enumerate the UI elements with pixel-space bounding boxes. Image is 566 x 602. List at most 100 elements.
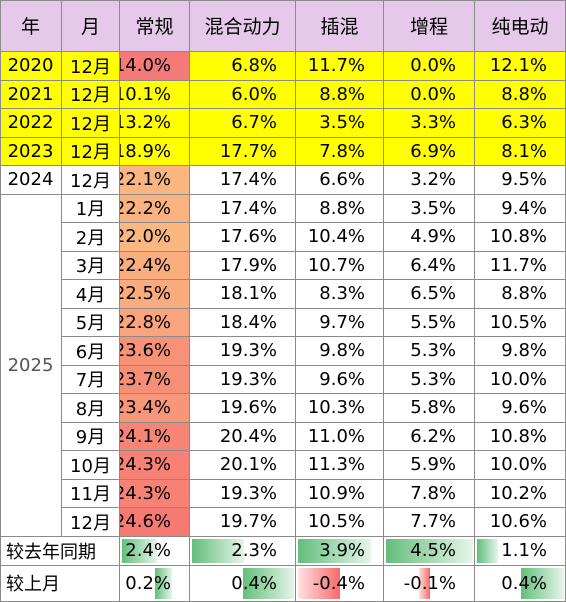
value-cell: 6.6% [296, 166, 384, 195]
value-cell: 10.3% [296, 394, 384, 423]
value-cell: 5.5% [384, 308, 475, 337]
header-bev: 纯电动 [475, 0, 566, 52]
header-phev: 插混 [296, 0, 384, 52]
value-cell: 8.8% [475, 280, 566, 309]
value-cell: 3.5% [384, 194, 475, 223]
month-cell: 8月 [62, 394, 120, 423]
mom-value-text: -0.4% [312, 572, 365, 594]
value-cell: 5.8% [384, 394, 475, 423]
month-cell: 4月 [62, 280, 120, 309]
mom-value-text: 0.4% [501, 572, 547, 594]
value-cell: 10.1% [120, 80, 190, 109]
yoy-value-text: 4.5% [410, 540, 456, 561]
value-cell: 18.1% [190, 280, 296, 309]
yoy-data-bar [386, 538, 473, 563]
month-cell: 1月 [62, 194, 120, 223]
yoy-data-bar [298, 538, 371, 563]
month-cell: 12月 [62, 109, 120, 138]
yoy-value-cell: 2.3% [190, 536, 296, 566]
mom-value-cell: -0.1% [384, 565, 475, 602]
value-cell: 19.3% [190, 479, 296, 508]
mom-value-cell: 0.2% [120, 565, 190, 602]
value-cell: 8.8% [296, 194, 384, 223]
value-cell: 0.0% [384, 80, 475, 109]
value-cell: 17.6% [190, 223, 296, 252]
yoy-data-bar [192, 538, 245, 563]
value-cell: 13.2% [120, 109, 190, 138]
yoy-value-text: 1.1% [501, 540, 547, 561]
month-cell: 6月 [62, 337, 120, 366]
value-cell: 4.9% [384, 223, 475, 252]
value-cell: 10.5% [296, 508, 384, 537]
yoy-data-bar [477, 538, 499, 563]
value-cell: 5.3% [384, 337, 475, 366]
header-erev: 增程 [384, 0, 475, 52]
value-cell: 14.0% [120, 52, 190, 81]
month-cell: 2月 [62, 223, 120, 252]
value-cell: 24.3% [120, 479, 190, 508]
value-cell: 8.1% [475, 137, 566, 166]
month-cell: 9月 [62, 422, 120, 451]
value-cell: 6.7% [190, 109, 296, 138]
value-cell: 22.1% [120, 166, 190, 195]
mom-value-text: 0.4% [231, 572, 277, 594]
value-cell: 9.4% [475, 194, 566, 223]
value-cell: 23.7% [120, 365, 190, 394]
value-cell: 19.3% [190, 365, 296, 394]
value-cell: 18.4% [190, 308, 296, 337]
value-cell: 10.7% [296, 251, 384, 280]
mom-data-bar [298, 567, 340, 599]
year-cell: 2020 [0, 52, 62, 81]
mom-data-bar [418, 567, 430, 599]
header-year: 年 [0, 0, 62, 52]
year-cell: 2023 [0, 137, 62, 166]
mom-value-cell: 0.4% [190, 565, 296, 602]
value-cell: 17.4% [190, 166, 296, 195]
value-cell: 10.0% [475, 365, 566, 394]
value-cell: 24.3% [120, 451, 190, 480]
value-cell: 12.1% [475, 52, 566, 81]
mom-value-cell: 0.4% [475, 565, 566, 602]
value-cell: 5.3% [384, 365, 475, 394]
value-cell: 19.3% [190, 337, 296, 366]
value-cell: 6.2% [384, 422, 475, 451]
value-cell: 7.8% [296, 137, 384, 166]
value-cell: 6.3% [475, 109, 566, 138]
value-cell: 19.6% [190, 394, 296, 423]
mom-data-bar [520, 567, 564, 599]
year-cell: 2021 [0, 80, 62, 109]
value-cell: 10.4% [296, 223, 384, 252]
mom-data-bar [243, 567, 294, 599]
value-cell: 22.0% [120, 223, 190, 252]
header-hybrid: 混合动力 [190, 0, 296, 52]
month-cell: 12月 [62, 52, 120, 81]
value-cell: 24.1% [120, 422, 190, 451]
value-cell: 9.6% [475, 394, 566, 423]
year-cell: 2022 [0, 109, 62, 138]
value-cell: 22.8% [120, 308, 190, 337]
value-cell: 7.8% [384, 479, 475, 508]
value-cell: 11.3% [296, 451, 384, 480]
yoy-data-bar [122, 538, 158, 563]
mom-value-text: 0.2% [125, 572, 171, 594]
value-cell: 24.6% [120, 508, 190, 537]
yoy-value-cell: 1.1% [475, 536, 566, 566]
mom-value-text: -0.1% [403, 572, 456, 594]
value-cell: 9.5% [475, 166, 566, 195]
value-cell: 6.5% [384, 280, 475, 309]
value-cell: 3.2% [384, 166, 475, 195]
value-cell: 22.5% [120, 280, 190, 309]
value-cell: 11.0% [296, 422, 384, 451]
value-cell: 23.4% [120, 394, 190, 423]
yoy-value-text: 2.4% [125, 540, 171, 561]
value-cell: 10.5% [475, 308, 566, 337]
month-cell: 3月 [62, 251, 120, 280]
value-cell: 7.7% [384, 508, 475, 537]
value-cell: 5.9% [384, 451, 475, 480]
year-2025-cell: 2025 [0, 194, 62, 537]
year-cell: 2024 [0, 166, 62, 195]
month-cell: 5月 [62, 308, 120, 337]
yoy-value-cell: 3.9% [296, 536, 384, 566]
value-cell: 11.7% [296, 52, 384, 81]
